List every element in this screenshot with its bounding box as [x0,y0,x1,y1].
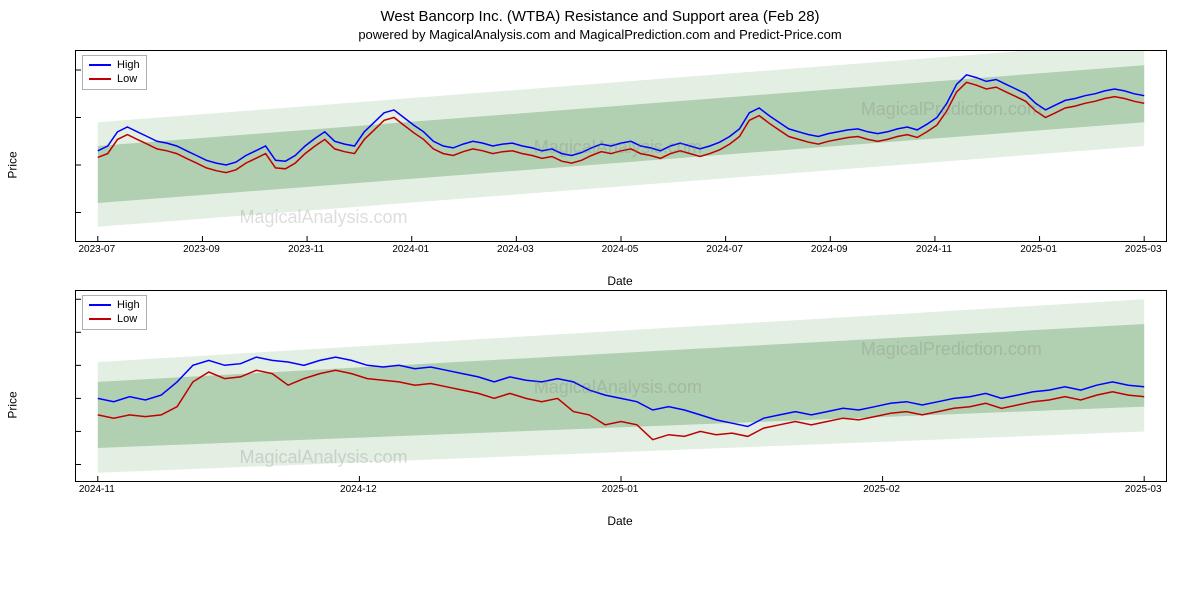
legend-line-low [89,78,111,80]
xtick-label: 2025-01 [1020,244,1057,255]
page-title: West Bancorp Inc. (WTBA) Resistance and … [0,8,1200,25]
chart-bottom-ylabel: Price [6,391,20,418]
xtick-label: 2024-05 [602,244,639,255]
chart-bottom-svg [76,291,1166,481]
xtick-label: 2025-02 [863,484,900,495]
chart-top: High Low MagicalAnalysis.comMagicalAnaly… [75,50,1167,242]
legend-line-low-2 [89,318,111,320]
xtick-label: 2024-01 [392,244,429,255]
xtick-label: 2025-03 [1125,244,1162,255]
chart-top-svg [76,51,1166,241]
xtick-label: 2025-01 [602,484,639,495]
chart-top-wrap: Price 10152025 High Low MagicalAnalysis.… [35,50,1165,280]
chart-bottom-xlabel: Date [75,514,1165,528]
legend-bottom: High Low [82,295,147,330]
xtick-label: 2023-11 [288,244,324,255]
xtick-label: 2023-07 [78,244,115,255]
chart-top-xticks: 2023-07 2023-09 2023-11 2024-01 2024-03 2024-… [75,242,1165,256]
xtick-label: 2024-09 [811,244,848,255]
legend-label-low: Low [117,72,137,86]
chart-bottom-xticks: 2024-11 2024-12 2025-01 2025-02 2025-03 [75,482,1165,496]
legend-top: High Low [82,55,147,90]
legend-row-high: High [89,58,140,72]
xtick-label: 2024-11 [916,244,952,255]
xtick-label: 2023-09 [183,244,220,255]
xtick-label: 2024-11 [79,484,115,495]
legend-row-low: Low [89,72,140,86]
xtick-label: 2024-07 [706,244,743,255]
xtick-label: 2024-03 [497,244,534,255]
xtick-label: 2024-12 [340,484,377,495]
legend-row-low-2: Low [89,312,140,326]
legend-line-high-2 [89,304,111,306]
chart-bottom-wrap: Price 182022242628 High Low MagicalAnaly… [35,290,1165,520]
legend-label-low-2: Low [117,312,137,326]
chart-bottom: High Low MagicalAnalysis.comMagicalAnaly… [75,290,1167,482]
legend-line-high [89,64,111,66]
legend-label-high: High [117,58,140,72]
page-subtitle: powered by MagicalAnalysis.com and Magic… [0,27,1200,42]
chart-top-xlabel: Date [75,274,1165,288]
chart-top-ylabel: Price [6,151,20,178]
xtick-label: 2025-03 [1125,484,1162,495]
legend-label-high-2: High [117,298,140,312]
legend-row-high-2: High [89,298,140,312]
